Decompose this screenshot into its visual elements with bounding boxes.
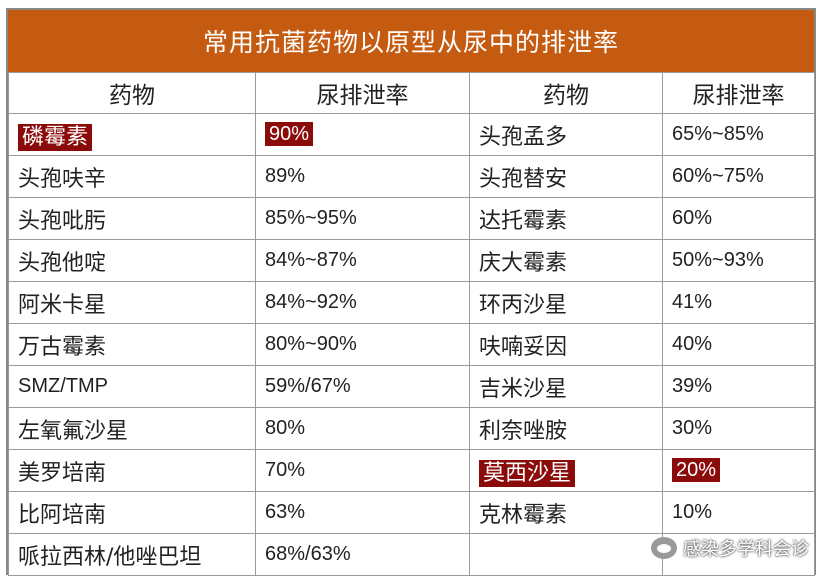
table-row: 万古霉素 80%~90% 呋喃妥因 40% xyxy=(8,323,815,366)
table-row: 比阿培南 63% 克林霉素 10% xyxy=(8,491,815,534)
watermark-text: 感染多学科会诊 xyxy=(683,539,809,560)
drug-cell xyxy=(469,533,663,576)
table-row: SMZ/TMP 59%/67% 吉米沙星 39% xyxy=(8,365,815,408)
table-row: 阿米卡星 84%~92% 环丙沙星 41% xyxy=(8,281,815,324)
header-rate-left: 尿排泄率 xyxy=(255,72,470,114)
drug-cell: 呋喃妥因 xyxy=(469,323,663,366)
header-drug-left: 药物 xyxy=(8,72,256,114)
drug-cell: 阿米卡星 xyxy=(8,281,256,324)
table-row: 左氧氟沙星 80% 利奈唑胺 30% xyxy=(8,407,815,450)
highlighted-rate: 20% xyxy=(672,458,721,482)
drug-cell: 左氧氟沙星 xyxy=(8,407,256,450)
rate-cell: 10% xyxy=(662,491,815,534)
table-frame: 常用抗菌药物以原型从尿中的排泄率 药物 尿排泄率 药物 尿排泄率 磷霉素 90%… xyxy=(6,8,816,576)
drug-cell: 磷霉素 xyxy=(8,113,256,156)
rate-cell: 41% xyxy=(662,281,815,324)
drug-cell: 莫西沙星 xyxy=(469,449,663,492)
rate-cell: 84%~92% xyxy=(255,281,470,324)
rate-cell: 59%/67% xyxy=(255,365,470,408)
rate-cell: 80% xyxy=(255,407,470,450)
rate-cell xyxy=(662,533,815,576)
drug-cell: 吉米沙星 xyxy=(469,365,663,408)
drug-cell: 哌拉西林/他唑巴坦 xyxy=(8,533,256,576)
header-row: 药物 尿排泄率 药物 尿排泄率 xyxy=(8,72,815,114)
highlighted-drug: 磷霉素 xyxy=(18,123,93,151)
drug-cell: 美罗培南 xyxy=(8,449,256,492)
drug-cell: SMZ/TMP xyxy=(8,365,256,408)
drug-cell: 头孢吡肟 xyxy=(8,197,256,240)
table-row: 头孢他啶 84%~87% 庆大霉素 50%~93% xyxy=(8,239,815,282)
header-drug-right: 药物 xyxy=(469,72,663,114)
rate-cell: 65%~85% xyxy=(662,113,815,156)
table-row: 美罗培南 70% 莫西沙星 20% xyxy=(8,449,815,492)
rate-cell: 85%~95% xyxy=(255,197,470,240)
rate-cell: 40% xyxy=(662,323,815,366)
drug-cell: 比阿培南 xyxy=(8,491,256,534)
table-row: 头孢吡肟 85%~95% 达托霉素 60% xyxy=(8,197,815,240)
rate-cell: 30% xyxy=(662,407,815,450)
rate-cell: 39% xyxy=(662,365,815,408)
drug-cell: 达托霉素 xyxy=(469,197,663,240)
rate-cell: 90% xyxy=(255,113,470,156)
chat-bubble-icon xyxy=(651,537,677,559)
table-title: 常用抗菌药物以原型从尿中的排泄率 xyxy=(8,10,814,72)
table-row: 头孢呋辛 89% 头孢替安 60%~75% xyxy=(8,155,815,198)
drug-cell: 头孢孟多 xyxy=(469,113,663,156)
watermark: 感染多学科会诊 xyxy=(651,535,809,561)
highlighted-drug: 莫西沙星 xyxy=(479,459,576,487)
rate-cell: 89% xyxy=(255,155,470,198)
table-row: 磷霉素 90% 头孢孟多 65%~85% xyxy=(8,113,815,156)
rate-cell: 20% xyxy=(662,449,815,492)
rate-cell: 70% xyxy=(255,449,470,492)
header-rate-right: 尿排泄率 xyxy=(662,72,815,114)
drug-cell: 庆大霉素 xyxy=(469,239,663,282)
drug-cell: 克林霉素 xyxy=(469,491,663,534)
drug-cell: 头孢呋辛 xyxy=(8,155,256,198)
rate-cell: 60% xyxy=(662,197,815,240)
rate-cell: 50%~93% xyxy=(662,239,815,282)
drug-cell: 环丙沙星 xyxy=(469,281,663,324)
rate-cell: 68%/63% xyxy=(255,533,470,576)
drug-cell: 头孢他啶 xyxy=(8,239,256,282)
table-row: 哌拉西林/他唑巴坦 68%/63% xyxy=(8,533,815,576)
rate-cell: 84%~87% xyxy=(255,239,470,282)
drug-cell: 万古霉素 xyxy=(8,323,256,366)
highlighted-rate: 90% xyxy=(265,122,314,146)
drug-cell: 头孢替安 xyxy=(469,155,663,198)
rate-cell: 63% xyxy=(255,491,470,534)
excretion-table: 药物 尿排泄率 药物 尿排泄率 磷霉素 90% 头孢孟多 65%~85% 头孢呋… xyxy=(8,72,815,576)
drug-cell: 利奈唑胺 xyxy=(469,407,663,450)
rate-cell: 60%~75% xyxy=(662,155,815,198)
rate-cell: 80%~90% xyxy=(255,323,470,366)
